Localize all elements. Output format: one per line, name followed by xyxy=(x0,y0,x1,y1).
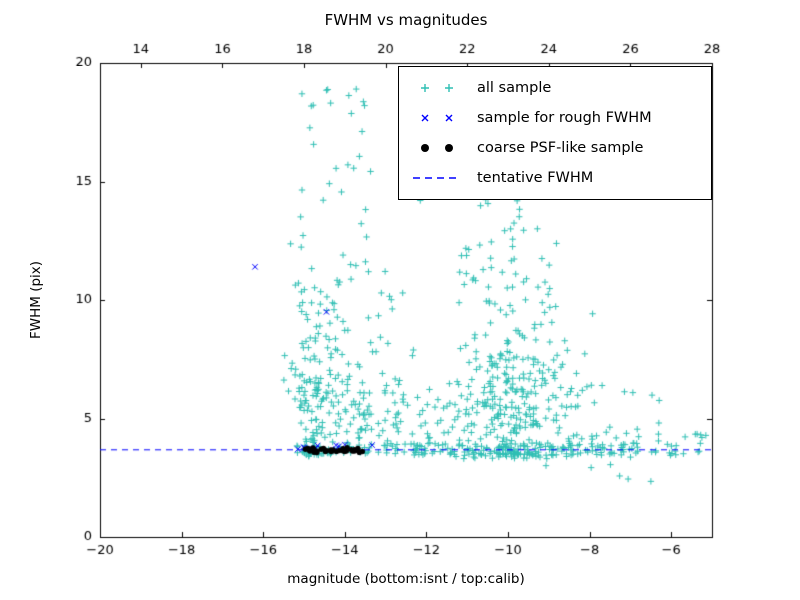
legend-entry-all-sample: all sample xyxy=(409,74,701,102)
legend-label: coarse PSF-like sample xyxy=(477,140,644,156)
legend-label: sample for rough FWHM xyxy=(477,110,652,126)
legend-label: all sample xyxy=(477,80,552,96)
x-marker-icon xyxy=(409,109,465,127)
dashed-line-icon xyxy=(409,169,465,187)
legend: all sample sample for rough FWHM coarse … xyxy=(398,66,712,200)
dot-marker-icon xyxy=(409,139,465,157)
chart-title: FWHM vs magnitudes xyxy=(324,11,488,29)
legend-entry-rough-fwhm: sample for rough FWHM xyxy=(409,104,701,132)
legend-label: tentative FWHM xyxy=(477,170,594,186)
legend-entry-psf-sample: coarse PSF-like sample xyxy=(409,134,701,162)
legend-entry-tentative-fwhm: tentative FWHM xyxy=(409,164,701,192)
x-axis-label: magnitude (bottom:isnt / top:calib) xyxy=(287,571,525,587)
plus-marker-icon xyxy=(409,79,465,97)
y-axis-label: FWHM (pix) xyxy=(28,260,44,340)
